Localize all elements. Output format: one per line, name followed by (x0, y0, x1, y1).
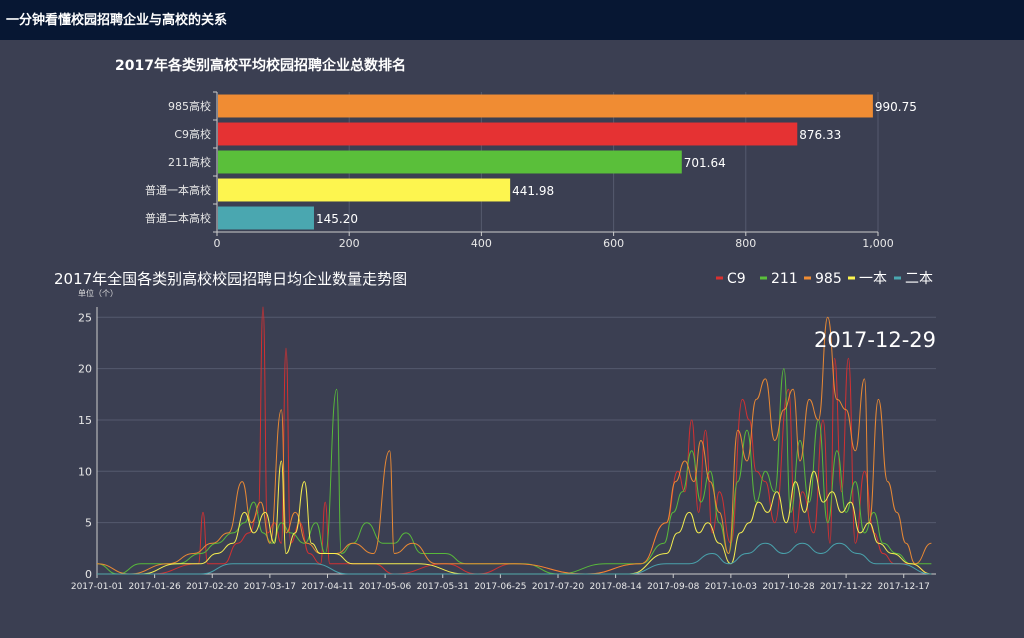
legend-label: C9 (727, 271, 746, 287)
line-x-tick-label: 2017-03-17 (244, 582, 296, 592)
bar[interactable] (218, 150, 682, 174)
bar[interactable] (218, 122, 798, 146)
line-y-tick-label: 10 (78, 465, 92, 478)
line-x-tick-label: 2017-07-20 (532, 582, 585, 592)
page-title: 一分钟看懂校园招聘企业与高校的关系 (6, 13, 228, 28)
line-chart-axes: 0 5 10 15 20 25 2017-01-01 2017-01-26 2017-02-20… (71, 307, 936, 592)
legend-item[interactable]: 211 (760, 271, 798, 287)
bar-category-label: 普通一本高校 (145, 183, 211, 197)
line-chart-grid (97, 316, 936, 524)
series-line[interactable] (96, 460, 932, 575)
series-line[interactable] (96, 542, 932, 575)
series-line[interactable] (96, 306, 932, 575)
bar[interactable] (218, 206, 314, 230)
line-x-tick-label: 2017-02-20 (186, 582, 239, 592)
line-x-tick-label: 2017-01-26 (128, 582, 181, 592)
line-y-tick-label: 5 (85, 517, 92, 530)
line-x-tick-label: 2017-04-11 (301, 582, 353, 592)
legend-label: 985 (815, 271, 842, 287)
bar-value-label: 145.20 (316, 212, 358, 226)
line-x-tick-label: 2017-10-03 (705, 582, 757, 592)
bar-x-tick-label: 200 (339, 237, 360, 250)
bar-chart-title: 2017年各类别高校平均校园招聘企业总数排名 (115, 57, 406, 74)
app-header: 一分钟看懂校园招聘企业与高校的关系 (0, 0, 1024, 40)
series-line[interactable] (96, 368, 932, 575)
bar-category-label: C9高校 (174, 127, 211, 141)
line-x-tick-label: 2017-12-17 (878, 582, 930, 592)
line-y-tick-label: 0 (85, 568, 92, 581)
line-x-tick-label: 2017-05-31 (417, 582, 469, 592)
bar-value-label: 701.64 (684, 156, 726, 170)
bar-x-tick-label: 400 (471, 237, 492, 250)
line-x-tick-label: 2017-09-08 (647, 582, 700, 592)
line-x-tick-label: 2017-10-28 (762, 582, 815, 592)
bar[interactable] (218, 178, 511, 202)
line-y-tick-label: 15 (78, 414, 92, 427)
line-chart-title: 2017年全国各类别高校校园招聘日均企业数量走势图 (54, 270, 407, 288)
line-x-tick-label: 2017-08-14 (589, 582, 642, 592)
bar-x-tick-label: 600 (603, 237, 624, 250)
bar-value-label: 441.98 (512, 184, 554, 198)
bar-x-tick-label: 800 (735, 237, 756, 250)
charts-canvas: 2017年各类别高校平均校园招聘企业总数排名 0 200 400 600 800 1,00… (54, 57, 936, 592)
bar-category-label: 普通二本高校 (145, 211, 211, 225)
bar-chart: 2017年各类别高校平均校园招聘企业总数排名 0 200 400 600 800 1,00… (115, 57, 917, 250)
line-y-tick-label: 25 (78, 311, 92, 324)
line-y-tick-label: 20 (78, 363, 92, 376)
legend-label: 二本 (905, 271, 933, 287)
bar-chart-axes: 0 200 400 600 800 1,000 985高校 C9高校 211高校普通一本高校普通… (145, 91, 894, 250)
bar-chart-bars: 990.75 876.33 701.64 441.98 145.20 (218, 94, 917, 230)
bar-category-label: 985高校 (168, 99, 211, 113)
line-chart-legend[interactable]: C9 211 985 一本 二本 (716, 271, 933, 287)
series-line[interactable] (96, 316, 932, 575)
bar-x-tick-label: 1,000 (862, 237, 894, 250)
legend-item[interactable]: C9 (716, 271, 746, 287)
line-chart-annotation: 2017-12-29 (814, 328, 936, 352)
line-chart-y-unit: 单位（个） (78, 288, 118, 298)
bar[interactable] (218, 94, 873, 118)
line-x-tick-label: 2017-06-25 (474, 582, 526, 592)
line-x-tick-label: 2017-01-01 (71, 582, 123, 592)
legend-item[interactable]: 一本 (848, 271, 887, 287)
line-x-tick-label: 2017-05-06 (359, 582, 412, 592)
legend-label: 一本 (859, 271, 887, 287)
bar-value-label: 876.33 (799, 128, 841, 142)
line-chart: 2017年全国各类别高校校园招聘日均企业数量走势图 单位（个） C9 211 985… (54, 270, 936, 592)
bar-x-tick-label: 0 (214, 237, 221, 250)
legend-item[interactable]: 985 (804, 271, 842, 287)
legend-label: 211 (771, 271, 798, 287)
line-chart-series (96, 306, 932, 575)
bar-category-label: 211高校 (168, 155, 211, 169)
legend-item[interactable]: 二本 (894, 271, 933, 287)
bar-value-label: 990.75 (875, 100, 917, 114)
line-x-tick-label: 2017-11-22 (820, 582, 872, 592)
